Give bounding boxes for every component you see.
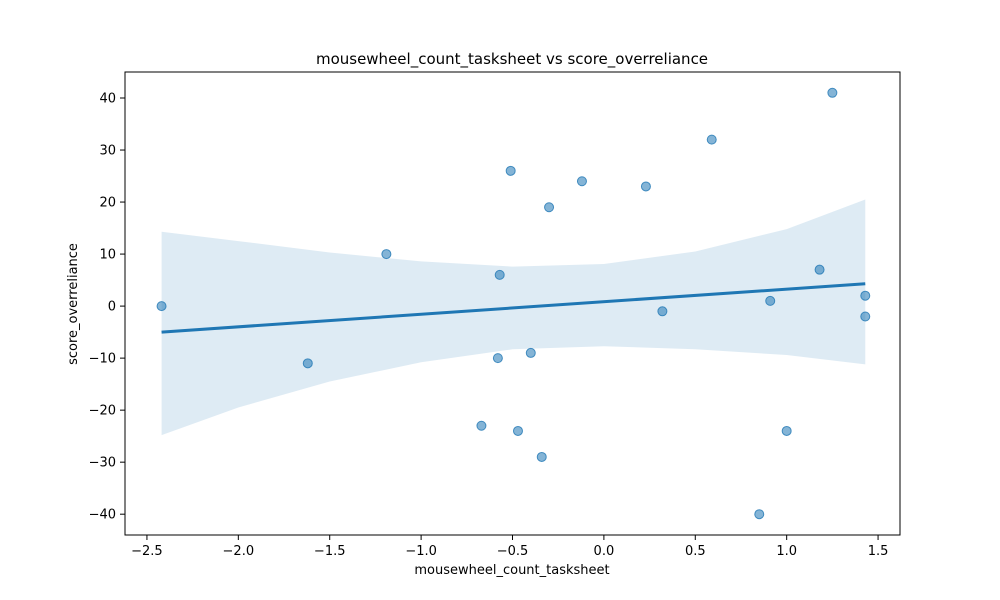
data-point	[302, 358, 313, 369]
x-axis: −2.5 −2.0 −1.5 −1.0 −0.5 0.0 0.5 1.0 1.5	[131, 535, 888, 559]
y-tick-label: 30	[99, 144, 116, 159]
chart-title: mousewheel_count_tasksheet vs score_over…	[316, 50, 708, 69]
x-tick-label: 0.0	[594, 544, 615, 559]
x-tick-label: −2.5	[131, 544, 163, 559]
data-point	[860, 311, 871, 322]
plot-area	[156, 87, 871, 520]
x-tick-label: −0.5	[497, 544, 529, 559]
y-tick-label: −30	[89, 456, 116, 471]
x-tick-label: 0.5	[685, 544, 706, 559]
x-tick-label: −1.5	[314, 544, 346, 559]
data-point	[505, 165, 516, 176]
data-point	[544, 202, 555, 213]
data-point	[156, 301, 167, 312]
regression-line	[161, 282, 866, 334]
data-point	[754, 509, 765, 520]
y-tick-label: −40	[89, 508, 116, 523]
data-point	[706, 134, 717, 145]
data-point	[640, 181, 651, 192]
x-tick-label: 1.0	[776, 544, 797, 559]
data-point	[827, 87, 838, 98]
data-point	[381, 249, 392, 260]
data-point	[476, 420, 487, 431]
data-point	[860, 290, 871, 301]
data-point	[657, 306, 668, 317]
data-point	[525, 347, 536, 358]
data-point	[814, 264, 825, 275]
x-axis-label: mousewheel_count_tasksheet	[414, 563, 609, 578]
y-tick-label: −20	[89, 404, 116, 419]
data-point	[781, 425, 792, 436]
scatter-points	[156, 87, 871, 520]
data-point	[512, 425, 523, 436]
data-point	[492, 353, 503, 364]
y-axis-label: score_overreliance	[66, 243, 81, 365]
x-tick-label: −1.0	[405, 544, 437, 559]
x-tick-label: 1.5	[868, 544, 889, 559]
y-tick-label: 10	[99, 248, 116, 263]
data-point	[494, 269, 505, 280]
data-point	[536, 451, 547, 462]
y-axis: −40 −30 −20 −10 0 10 20 30 40	[89, 92, 125, 523]
x-tick-label: −2.0	[223, 544, 255, 559]
y-tick-label: 20	[99, 196, 116, 211]
confidence-band	[161, 199, 866, 436]
y-tick-label: 0	[108, 300, 116, 315]
y-tick-label: 40	[99, 92, 116, 107]
data-point	[576, 176, 587, 187]
data-point	[765, 295, 776, 306]
y-tick-label: −10	[89, 352, 116, 367]
